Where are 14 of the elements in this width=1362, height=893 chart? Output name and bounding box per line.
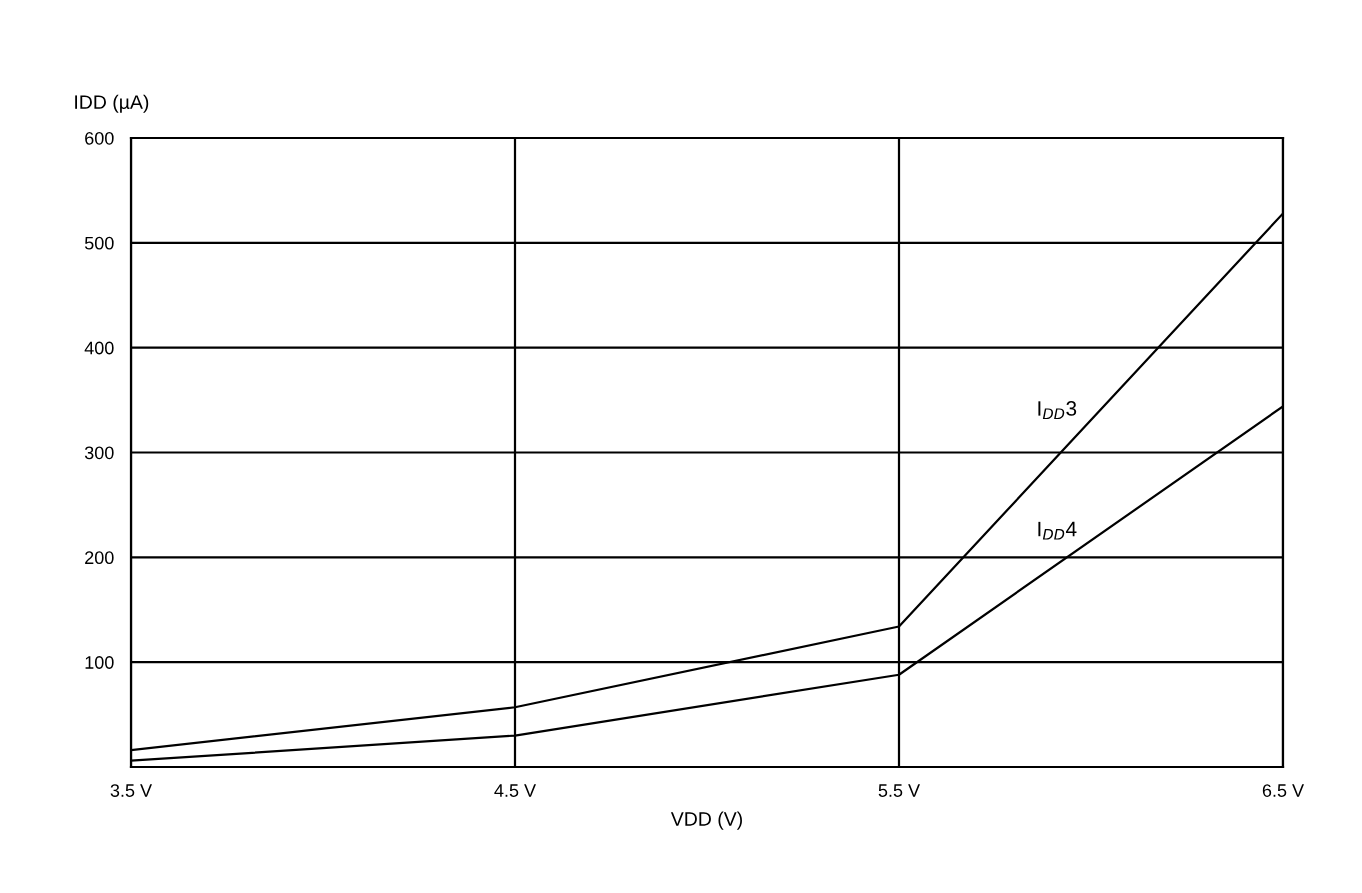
x-axis-title: VDD (V) [670,811,742,830]
series-label: I$_{DD}$4 [1038,521,1077,540]
y-tick-label: 600 [85,131,114,145]
x-tick-label: 6.5 V [1262,784,1304,797]
x-tick-label: 5.5 V [878,784,920,797]
x-tick-label: 3.5 V [110,784,152,797]
x-tick-label: 4.5 V [494,784,536,797]
y-axis-title: IDD (µA) [75,94,149,113]
y-tick-label: 200 [85,551,114,565]
y-tick-label: 400 [84,341,114,355]
y-tick-label: 300 [84,446,114,460]
y-tick-label: 500 [84,236,114,250]
y-tick-label: 100 [85,656,114,669]
series-label: I$_{DD}$3 [1038,401,1077,420]
